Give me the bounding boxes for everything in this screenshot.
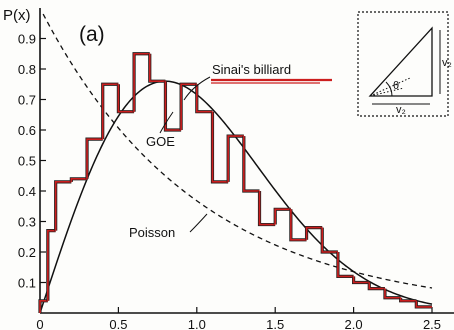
panel-label: (a): [79, 23, 105, 46]
annotation-sinai: Sinai's billiard: [212, 62, 291, 77]
histogram-bin-shadow-15: [257, 191, 276, 227]
inset-theta-label: θ: [393, 80, 399, 92]
histogram-bin-15: [258, 191, 276, 226]
x-tick-label-0: 0: [36, 317, 43, 330]
inset: θ v₂ v₂: [357, 11, 452, 117]
histogram-bin-25: [415, 300, 432, 308]
histogram-bin-23: [384, 288, 401, 299]
annotation-sinai-leader: [183, 76, 211, 101]
x-tick-label-1: 0.5: [109, 317, 127, 330]
inset-angle-arc: [385, 81, 393, 97]
histogram-bin-shadow-7: [132, 52, 150, 112]
histogram-bin-18: [305, 226, 323, 240]
histogram-bin-2: [54, 181, 72, 231]
inset-frame: [357, 11, 449, 117]
axes-frame: [39, 8, 454, 314]
histogram-bin-shadow-12: [210, 111, 229, 184]
histogram-bin-4: [86, 138, 103, 179]
y-tick-label-1: 0.2: [18, 245, 36, 260]
inset-bottom-label: v₂: [396, 104, 406, 116]
histogram-bin-shadow-9: [163, 81, 182, 132]
y-tick-label-5: 0.6: [18, 123, 36, 138]
histogram-bin-19: [321, 227, 338, 253]
annotation-poisson-leader: [189, 213, 208, 233]
histogram-bin-12: [211, 111, 229, 183]
x-tick-label-3: 1.5: [266, 317, 284, 330]
histogram-bin-10: [180, 83, 197, 130]
histogram-bin-1: [47, 229, 56, 301]
inset-triangle: [368, 26, 433, 97]
histogram-bin-6: [117, 84, 135, 113]
histogram-bin-shadow-10: [179, 82, 197, 130]
histogram-bin-13: [227, 135, 244, 182]
y-ticks: 0.1 0.2 0.3 0.4 0.5 0.6 0.7 0.8 0.9: [18, 32, 46, 291]
x-tick-label-4: 2.0: [345, 317, 363, 330]
x-tick-label-2: 1.0: [188, 317, 206, 330]
histogram-bin-20: [337, 252, 354, 278]
histogram-bin-3: [70, 178, 88, 182]
poisson-curve: [42, 13, 433, 289]
histogram-bin-shadow-20: [336, 252, 354, 278]
histogram-bin-shadow-5: [101, 82, 119, 140]
y-axis-label: P(x): [3, 7, 31, 24]
histogram-bin-shadow-2: [54, 180, 72, 231]
inset-dotted-ray-1: [369, 77, 411, 97]
inset-right-label: v₂: [442, 57, 452, 69]
y-tick-label-2: 0.3: [18, 215, 36, 230]
histogram-bin-shadow-1: [46, 229, 56, 301]
y-tick-label-3: 0.4: [18, 184, 36, 199]
annotation-goe-leader: [159, 111, 174, 134]
histogram-bin-22: [368, 282, 385, 290]
y-tick-label-6: 0.7: [18, 93, 36, 108]
histogram-bin-8: [148, 53, 166, 82]
annotation-poisson: Poisson: [129, 225, 175, 240]
y-tick-label-7: 0.8: [18, 62, 36, 77]
annotation-goe: GOE: [146, 134, 175, 149]
histogram-bin-21: [352, 276, 370, 284]
histogram-bin-14: [243, 136, 260, 192]
x-tick-label-5: 2.5: [423, 317, 441, 330]
histogram-bin-shadow-14: [242, 136, 260, 193]
histogram-bin-17: [290, 209, 307, 241]
histogram-bin-24: [399, 297, 417, 302]
y-tick-label-0: 0.1: [18, 276, 36, 291]
histogram-bin-shadow-8: [148, 53, 166, 83]
inset-dotted-ray-2: [369, 87, 405, 97]
histogram-layer: [38, 52, 432, 313]
histogram-bin-5: [101, 83, 119, 140]
x-ticks: 0 0.5 1.0 1.5 2.0 2.5: [36, 307, 441, 330]
histogram-bin-7: [133, 52, 150, 112]
histogram-bin-16: [274, 208, 291, 225]
curves-layer: [39, 13, 433, 314]
y-tick-label-4: 0.5: [18, 154, 36, 169]
histogram-bin-11: [196, 84, 213, 113]
histogram-bin-shadow-16: [273, 207, 291, 225]
histogram-bin-0: [39, 300, 48, 313]
histogram-bin-9: [164, 81, 182, 131]
histogram-bin-shadow-13: [226, 134, 244, 182]
y-tick-label-8: 0.9: [18, 32, 36, 47]
